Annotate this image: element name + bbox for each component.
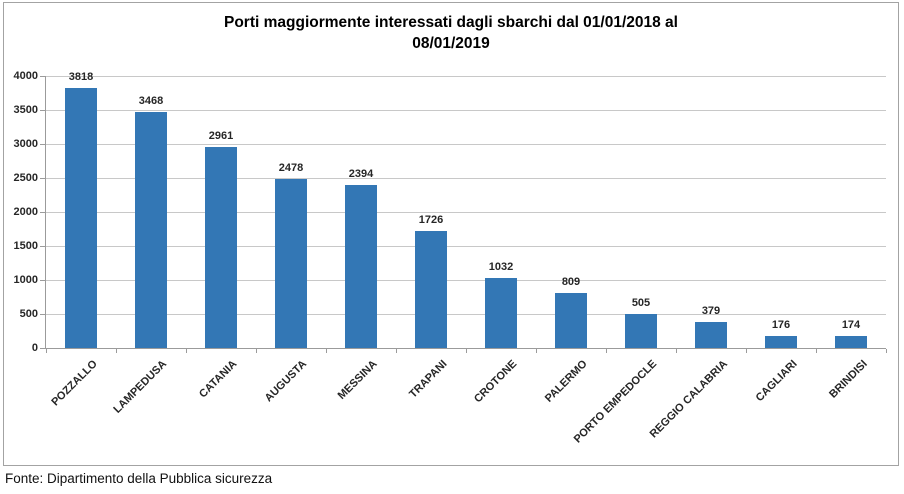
gridline xyxy=(46,144,886,145)
y-axis-tick-label: 2500 xyxy=(13,172,38,184)
y-axis-tick xyxy=(40,314,45,315)
bar xyxy=(695,322,727,348)
x-axis-tick xyxy=(46,349,47,353)
y-axis-tick xyxy=(40,76,45,77)
x-axis-tick xyxy=(816,349,817,353)
bar-value-label: 1032 xyxy=(488,261,514,273)
gridline xyxy=(46,246,886,247)
bar xyxy=(765,336,797,348)
gridline xyxy=(46,110,886,111)
x-axis-category-label: REGGIO CALABRIA xyxy=(647,358,730,441)
x-axis-category-label: PORTO EMPEDOCLE xyxy=(572,358,660,446)
x-axis-tick xyxy=(606,349,607,353)
x-axis-category-label: TRAPANI xyxy=(407,358,450,401)
y-axis-tick xyxy=(40,246,45,247)
y-axis-tick xyxy=(40,178,45,179)
gridline xyxy=(46,314,886,315)
x-axis-category-label: POZZALLO xyxy=(49,358,100,409)
bar xyxy=(205,147,237,348)
y-axis-tick-label: 1000 xyxy=(13,274,38,286)
bar-value-label: 2961 xyxy=(208,130,234,142)
x-axis-tick xyxy=(326,349,327,353)
bar xyxy=(135,112,167,348)
y-axis-tick xyxy=(40,144,45,145)
bar xyxy=(485,278,517,348)
x-axis-category-label: MESSINA xyxy=(335,358,380,402)
y-axis-tick-label: 3000 xyxy=(13,138,38,150)
bar-value-label: 1726 xyxy=(418,214,444,226)
bar-value-label: 3468 xyxy=(138,95,164,107)
bar xyxy=(275,179,307,348)
x-axis-tick xyxy=(116,349,117,353)
y-axis-tick xyxy=(40,348,45,349)
y-axis-tick xyxy=(40,110,45,111)
x-axis-category-label: AUGUSTA xyxy=(263,358,310,405)
x-axis-category-label: BRINDISI xyxy=(826,358,870,401)
y-axis-line xyxy=(45,76,46,349)
x-axis-tick xyxy=(746,349,747,353)
x-axis-tick xyxy=(256,349,257,353)
bar-chart: Porti maggiormente interessati dagli sba… xyxy=(3,2,899,466)
x-axis-tick xyxy=(396,349,397,353)
y-axis-tick-label: 500 xyxy=(19,308,38,320)
x-axis-category-label: CATANIA xyxy=(197,358,240,401)
y-axis-tick-label: 0 xyxy=(31,342,38,354)
bar-value-label: 2478 xyxy=(278,162,304,174)
x-axis-category-label: LAMPEDUSA xyxy=(111,358,170,416)
y-axis-tick xyxy=(40,280,45,281)
bar-value-label: 176 xyxy=(771,319,791,331)
gridline xyxy=(46,280,886,281)
x-axis-line xyxy=(45,348,886,349)
plot-area: 0 500 1000 1500 2000 2500 3000 3500 4000 3818 POZZ… xyxy=(14,70,887,445)
bar xyxy=(65,88,97,348)
y-axis-tick-label: 3500 xyxy=(13,104,38,116)
x-axis-category-label: CAGLIARI xyxy=(753,358,800,405)
y-axis-tick-label: 1500 xyxy=(13,240,38,252)
bar-value-label: 809 xyxy=(561,276,581,288)
gridline xyxy=(46,76,886,77)
x-axis-category-label: PALERMO xyxy=(542,358,590,405)
chart-title-line-2: 08/01/2019 xyxy=(412,35,490,52)
x-axis-category-label: CROTONE xyxy=(472,358,520,406)
x-axis-tick xyxy=(466,349,467,353)
y-axis-tick-label: 2000 xyxy=(13,206,38,218)
source-note: Fonte: Dipartimento della Pubblica sicur… xyxy=(5,471,273,486)
x-axis-tick xyxy=(676,349,677,353)
bar xyxy=(415,231,447,348)
x-axis-tick xyxy=(536,349,537,353)
bar-value-label: 174 xyxy=(841,319,861,331)
bar xyxy=(345,185,377,348)
bar xyxy=(835,336,867,348)
bar xyxy=(555,293,587,348)
bar-value-label: 2394 xyxy=(348,168,374,180)
gridline xyxy=(46,212,886,213)
x-axis-tick xyxy=(886,349,887,353)
bar-value-label: 379 xyxy=(701,305,721,317)
y-axis-tick xyxy=(40,212,45,213)
chart-title: Porti maggiormente interessati dagli sba… xyxy=(4,12,898,54)
x-axis-tick xyxy=(186,349,187,353)
bar-value-label: 505 xyxy=(631,297,651,309)
bar-value-label: 3818 xyxy=(68,71,94,83)
chart-title-line-1: Porti maggiormente interessati dagli sba… xyxy=(224,14,678,31)
y-axis-tick-label: 4000 xyxy=(13,70,38,82)
bar xyxy=(625,314,657,348)
gridline xyxy=(46,178,886,179)
